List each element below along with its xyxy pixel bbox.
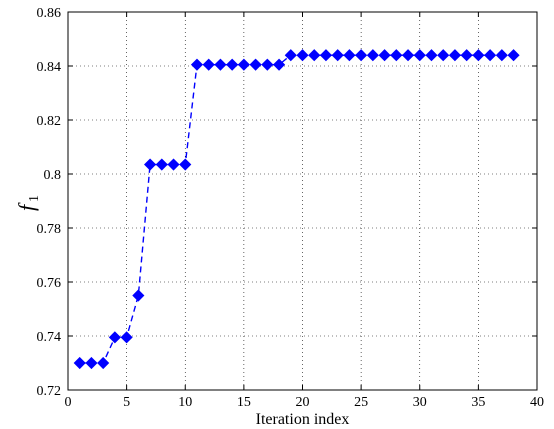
x-tick-label: 0	[65, 395, 72, 410]
data-point	[460, 49, 473, 62]
y-tick-label: 0.86	[37, 6, 62, 21]
ticks	[67, 11, 538, 391]
y-tick-label: 0.84	[37, 60, 62, 75]
data-point	[507, 49, 520, 62]
x-tick-label: 25	[354, 395, 368, 410]
data-point	[272, 58, 286, 71]
data-point	[401, 49, 415, 62]
y-tick-label: 0.74	[37, 330, 62, 345]
y-tick-label: 0.82	[37, 114, 62, 129]
data-point	[484, 49, 497, 62]
data-point	[261, 58, 274, 71]
data-point	[448, 49, 461, 62]
y-tick-label: 0.78	[37, 222, 62, 237]
data-point	[319, 49, 333, 62]
x-tick-label: 30	[413, 395, 427, 410]
data-point	[495, 49, 508, 62]
data-point	[308, 49, 321, 62]
data-point	[355, 49, 368, 62]
x-tick-label: 10	[178, 395, 192, 410]
y-axis-label-main: f	[14, 202, 39, 211]
y-tick-label: 0.72	[37, 384, 62, 399]
data-point	[73, 356, 86, 370]
y-axis-label: f 1	[14, 195, 42, 211]
data-point	[120, 331, 133, 344]
series-layer	[73, 49, 520, 370]
data-point	[155, 158, 168, 171]
grid	[68, 12, 537, 390]
data-point	[378, 49, 391, 62]
data-point	[296, 49, 309, 62]
y-axis-label-subscript: 1	[27, 195, 42, 202]
data-point	[425, 49, 438, 62]
x-tick-label: 40	[530, 395, 544, 410]
data-point	[331, 49, 344, 62]
data-point	[284, 49, 297, 62]
data-point	[85, 356, 98, 370]
data-point	[167, 158, 180, 171]
x-tick-label: 35	[471, 395, 485, 410]
series-line	[79, 54, 514, 364]
x-tick-label: 15	[237, 395, 251, 410]
data-point	[472, 49, 485, 62]
data-point	[97, 356, 110, 370]
data-point	[179, 158, 192, 171]
y-tick-label: 0.8	[44, 168, 62, 183]
x-tick-label: 5	[123, 395, 130, 410]
data-point	[249, 58, 262, 71]
data-point	[413, 49, 426, 62]
data-point	[108, 331, 121, 344]
data-point	[237, 58, 250, 71]
data-point	[226, 58, 239, 71]
data-point	[132, 289, 145, 302]
tick-labels: 0 5 10 15 20 25 30 35 40 0.72 0.74 0.76 0.78 0.8 0.82 0…	[37, 6, 545, 410]
data-point	[390, 49, 403, 62]
x-tick-label: 20	[296, 395, 310, 410]
data-point	[437, 49, 450, 62]
data-point	[190, 58, 204, 71]
data-point	[144, 158, 157, 171]
data-point	[214, 58, 227, 71]
data-point	[343, 49, 356, 62]
y-tick-label: 0.76	[37, 276, 62, 291]
data-point	[366, 49, 379, 62]
data-point	[202, 58, 215, 71]
x-axis-label: Iteration index	[256, 411, 350, 428]
